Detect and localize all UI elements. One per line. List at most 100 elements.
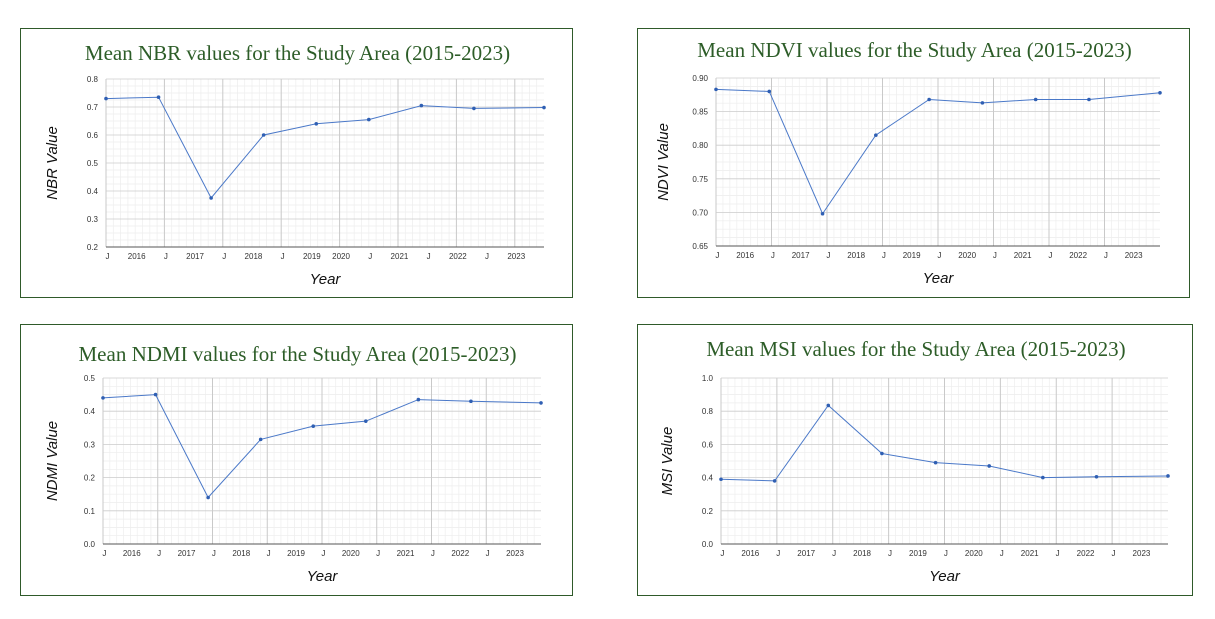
- data-point: [1087, 97, 1091, 102]
- x-tick-label: 2016: [128, 252, 146, 261]
- data-point: [542, 105, 546, 110]
- grid: [720, 377, 1168, 545]
- x-tick-label: J: [1048, 251, 1052, 260]
- data-point: [258, 437, 263, 442]
- chart-svg-msi: Mean MSI values for the Study Area (2015…: [659, 337, 1170, 585]
- x-tick-label: 2018: [245, 252, 263, 261]
- x-tick-label: 2023: [1125, 251, 1143, 260]
- x-tick-label: J: [281, 252, 285, 261]
- data-point: [101, 396, 105, 400]
- x-tick-label: J: [431, 549, 435, 558]
- x-tick-label: J: [715, 251, 719, 260]
- x-tick-label: 2022: [451, 549, 469, 558]
- data-point: [980, 101, 985, 105]
- y-tick-label: 0.5: [87, 159, 99, 168]
- x-tick-label: 2020: [965, 549, 983, 558]
- x-axis-label: Year: [929, 568, 961, 585]
- x-tick-label: 2016: [741, 549, 759, 558]
- y-tick-label: 0.4: [87, 187, 99, 196]
- data-point: [539, 401, 543, 405]
- x-tick-label: J: [826, 251, 830, 260]
- data-point: [987, 464, 991, 468]
- x-tick-label: J: [212, 549, 216, 558]
- y-tick-label: 0.80: [692, 141, 708, 150]
- x-tick-label: 2019: [287, 549, 305, 558]
- x-tick-label: 2019: [903, 251, 921, 260]
- y-tick-label: 1.0: [702, 374, 714, 383]
- chart-panel-ndvi: Mean NDVI values for the Study Area (201…: [637, 28, 1190, 298]
- x-tick-label: 2023: [507, 252, 525, 261]
- data-point: [767, 89, 772, 94]
- data-point: [1158, 90, 1162, 95]
- x-tick-label: J: [720, 549, 724, 558]
- x-tick-label: J: [164, 252, 168, 261]
- y-tick-label: 0.70: [692, 208, 708, 217]
- x-tick-label: J: [882, 251, 886, 260]
- x-tick-label: J: [1056, 549, 1060, 558]
- y-tick-label: 0.85: [692, 108, 708, 117]
- x-tick-label: 2023: [506, 549, 524, 558]
- data-point: [364, 419, 368, 423]
- x-tick-label: J: [321, 549, 325, 558]
- x-tick-label: J: [888, 549, 892, 558]
- x-tick-label: J: [771, 251, 775, 260]
- y-tick-label: 0.6: [87, 131, 99, 140]
- x-tick-label: J: [427, 252, 431, 261]
- y-tick-label: 0.4: [702, 474, 714, 483]
- grid: [102, 377, 541, 545]
- x-tick-label: J: [1104, 251, 1108, 260]
- x-tick-label: 2018: [847, 251, 865, 260]
- y-tick-label: 0.2: [87, 243, 99, 252]
- data-point: [261, 133, 266, 137]
- x-tick-label: J: [267, 549, 271, 558]
- chart-panel-ndmi: Mean NDMI values for the Study Area (201…: [20, 324, 573, 596]
- data-point: [416, 397, 421, 402]
- x-tick-label: 2022: [1069, 251, 1087, 260]
- x-tick-label: 2017: [178, 549, 196, 558]
- y-tick-label: 0.3: [84, 440, 96, 449]
- y-tick-label: 0.6: [702, 440, 714, 449]
- data-point: [469, 399, 473, 404]
- data-point: [206, 495, 210, 500]
- x-tick-label: J: [376, 549, 380, 558]
- y-tick-label: 0.75: [692, 175, 708, 184]
- data-point: [826, 403, 831, 408]
- y-tick-label: 0.8: [87, 75, 99, 84]
- x-tick-label: 2021: [391, 252, 409, 261]
- y-tick-label: 0.1: [84, 507, 96, 516]
- data-point: [314, 122, 319, 126]
- x-tick-label: J: [937, 251, 941, 260]
- data-point: [719, 477, 723, 482]
- chart-title: Mean NDVI values for the Study Area (201…: [697, 38, 1131, 62]
- chart-panel-msi: Mean MSI values for the Study Area (2015…: [637, 324, 1193, 596]
- x-tick-label: J: [102, 549, 106, 558]
- y-tick-label: 0.5: [84, 374, 96, 383]
- data-point: [874, 133, 878, 137]
- data-point: [1041, 475, 1045, 480]
- y-tick-label: 0.90: [692, 74, 708, 83]
- x-tick-label: 2017: [792, 251, 810, 260]
- x-tick-label: 2021: [1021, 549, 1039, 558]
- x-axis-label: Year: [923, 270, 955, 287]
- x-tick-label: J: [485, 252, 489, 261]
- y-tick-label: 0.4: [84, 407, 96, 416]
- data-point: [933, 460, 938, 465]
- data-point: [772, 479, 777, 483]
- x-tick-label: 2021: [1014, 251, 1032, 260]
- x-tick-label: 2016: [123, 549, 141, 558]
- data-point: [104, 96, 108, 101]
- x-tick-label: 2016: [736, 251, 754, 260]
- grid: [715, 77, 1160, 247]
- data-point: [419, 103, 424, 108]
- chart-title: Mean NDMI values for the Study Area (201…: [79, 342, 517, 366]
- chart-title: Mean MSI values for the Study Area (2015…: [706, 337, 1125, 361]
- data-point: [820, 211, 825, 216]
- chart-panel-nbr: Mean NBR values for the Study Area (2015…: [20, 28, 573, 298]
- x-tick-label: 2020: [958, 251, 976, 260]
- x-tick-label: J: [832, 549, 836, 558]
- data-point: [367, 117, 371, 122]
- data-point: [311, 424, 316, 428]
- grid: [105, 78, 544, 248]
- y-tick-label: 0.2: [702, 507, 714, 516]
- x-tick-label: 2022: [1077, 549, 1095, 558]
